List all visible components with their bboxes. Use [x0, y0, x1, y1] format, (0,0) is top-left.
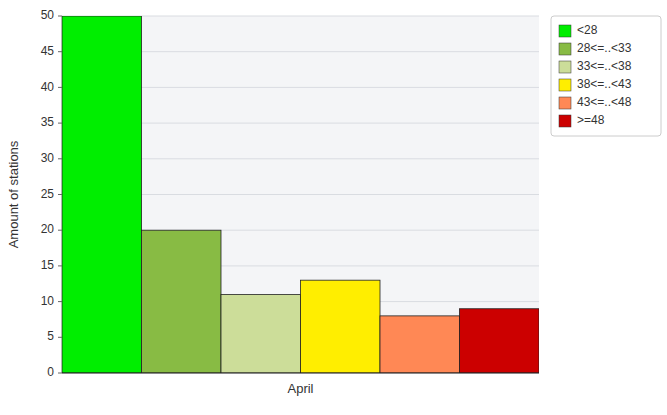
y-tick [58, 16, 62, 17]
y-tick [58, 265, 62, 266]
legend-label: 28<=..<33 [577, 41, 632, 55]
y-tick-label: 50 [41, 8, 55, 22]
y-tick-label: 45 [41, 44, 55, 58]
x-axis-line [62, 373, 539, 374]
y-tick-label: 5 [47, 329, 54, 343]
y-tick-label: 35 [41, 115, 55, 129]
bar [142, 230, 222, 373]
y-tick [58, 51, 62, 52]
y-tick [58, 87, 62, 88]
bar [460, 309, 540, 373]
chart: 0 5 10 15 20 25 30 35 40 45 50 April Amount of stati… [0, 0, 667, 415]
legend-swatch [559, 115, 571, 127]
y-tick [58, 230, 62, 231]
y-tick [58, 123, 62, 124]
legend: <28 28<=..<33 33<=..<38 38<=..<43 43<=..<48 >… [551, 16, 661, 136]
y-tick-label: 10 [41, 294, 55, 308]
y-tick [58, 337, 62, 338]
legend-label: 43<=..<48 [577, 95, 632, 109]
x-tick-label: April [287, 381, 313, 396]
y-tick-label: 15 [41, 258, 55, 272]
legend-label: 38<=..<43 [577, 77, 632, 91]
bar [380, 316, 460, 373]
grid [62, 16, 539, 373]
legend-swatch [559, 43, 571, 55]
legend-swatch [559, 25, 571, 37]
plot-background [62, 16, 539, 373]
y-tick-label: 20 [41, 222, 55, 236]
bar [62, 16, 142, 373]
y-tick [58, 373, 62, 374]
legend-swatch [559, 61, 571, 73]
bar [221, 294, 301, 373]
y-tick [58, 301, 62, 302]
y-axis-label: Amount of stations [6, 140, 21, 248]
legend-label: >=48 [577, 113, 605, 127]
y-tick [58, 158, 62, 159]
legend-swatch [559, 79, 571, 91]
x-axis: April [62, 373, 539, 396]
y-tick [58, 194, 62, 195]
y-axis: 0 5 10 15 20 25 30 35 40 45 50 [41, 8, 62, 379]
y-tick-label: 30 [41, 151, 55, 165]
y-tick-label: 0 [47, 365, 54, 379]
legend-swatch [559, 97, 571, 109]
y-tick-label: 40 [41, 80, 55, 94]
legend-label: <28 [577, 23, 598, 37]
grid-line [62, 373, 539, 374]
legend-label: 33<=..<38 [577, 59, 632, 73]
y-tick-label: 25 [41, 187, 55, 201]
bar [301, 280, 381, 373]
legend-frame [551, 16, 661, 136]
bars [62, 16, 539, 373]
